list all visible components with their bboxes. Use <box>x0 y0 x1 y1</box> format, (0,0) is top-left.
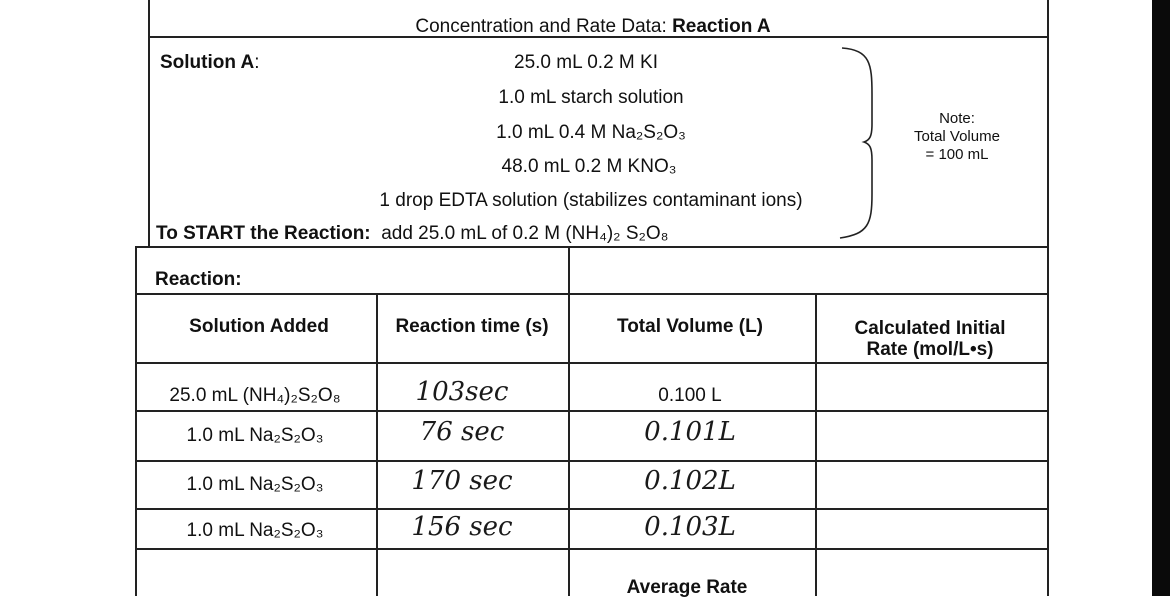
note: Note: <box>939 110 975 127</box>
start-label: To START the Reaction: <box>156 223 371 244</box>
rule <box>135 508 1048 510</box>
border <box>148 36 150 246</box>
column-header: Solution Added <box>189 316 329 337</box>
rule <box>135 548 1048 550</box>
table-cell: 0.103L <box>644 512 736 542</box>
border <box>815 293 817 596</box>
table-cell: 103sec <box>415 377 509 407</box>
table-cell: 1.0 mL Na₂S₂O₃ <box>186 520 324 541</box>
border <box>376 293 378 596</box>
border <box>148 0 150 36</box>
table-cell: 1.0 mL Na₂S₂O₃ <box>186 474 324 495</box>
table-cell: 76 sec <box>419 417 505 447</box>
rule <box>135 246 1048 248</box>
column-header: Reaction time (s) <box>395 316 549 337</box>
title-text: Concentration and Rate Data: <box>415 16 667 37</box>
solution-item: 1.0 mL starch solution <box>498 87 684 108</box>
footer-label: Average Rate <box>626 577 748 598</box>
solution-label: Solution A: <box>160 52 260 73</box>
rule <box>135 362 1048 364</box>
solution-item: 25.0 mL 0.2 M KI <box>514 52 658 73</box>
table-cell: 25.0 mL (NH₄)₂S₂O₈ <box>169 385 341 406</box>
start-line: To START the Reaction: add 25.0 mL of 0.… <box>156 223 669 245</box>
rule <box>135 460 1048 462</box>
rule <box>135 410 1048 412</box>
solution-item: 1.0 mL 0.4 M Na₂S₂O₃ <box>496 122 686 143</box>
solution-item: 48.0 mL 0.2 M KNO₃ <box>501 156 677 177</box>
column-header: Calculated Initial Rate (mol/L•s) <box>854 318 1006 360</box>
title-bold: Reaction A <box>672 16 771 37</box>
border <box>135 246 137 596</box>
rule <box>148 36 1048 38</box>
start-text: add 25.0 mL of 0.2 M (NH₄)₂ S₂O₈ <box>381 223 669 244</box>
table-cell: 1.0 mL Na₂S₂O₃ <box>186 425 324 446</box>
table-cell: 0.101L <box>644 417 736 447</box>
solution-label-text: Solution A <box>160 52 255 73</box>
note: Total Volume <box>914 128 1000 145</box>
section-label: Reaction: <box>155 269 242 290</box>
column-header: Total Volume (L) <box>616 316 764 337</box>
brace <box>839 47 873 239</box>
table-cell: 170 sec <box>411 466 513 496</box>
rule <box>135 293 1048 295</box>
solution-item: 1 drop EDTA solution (stabilizes contami… <box>379 190 803 211</box>
binding-edge <box>1152 0 1170 596</box>
table-cell: 0.102L <box>644 466 736 496</box>
title: Concentration and Rate Data: Reaction A <box>415 16 770 38</box>
border <box>1047 0 1049 596</box>
table-cell: 0.100 L <box>658 385 722 406</box>
table-cell: 156 sec <box>411 512 513 542</box>
note: = 100 mL <box>925 146 989 163</box>
border <box>568 246 570 596</box>
